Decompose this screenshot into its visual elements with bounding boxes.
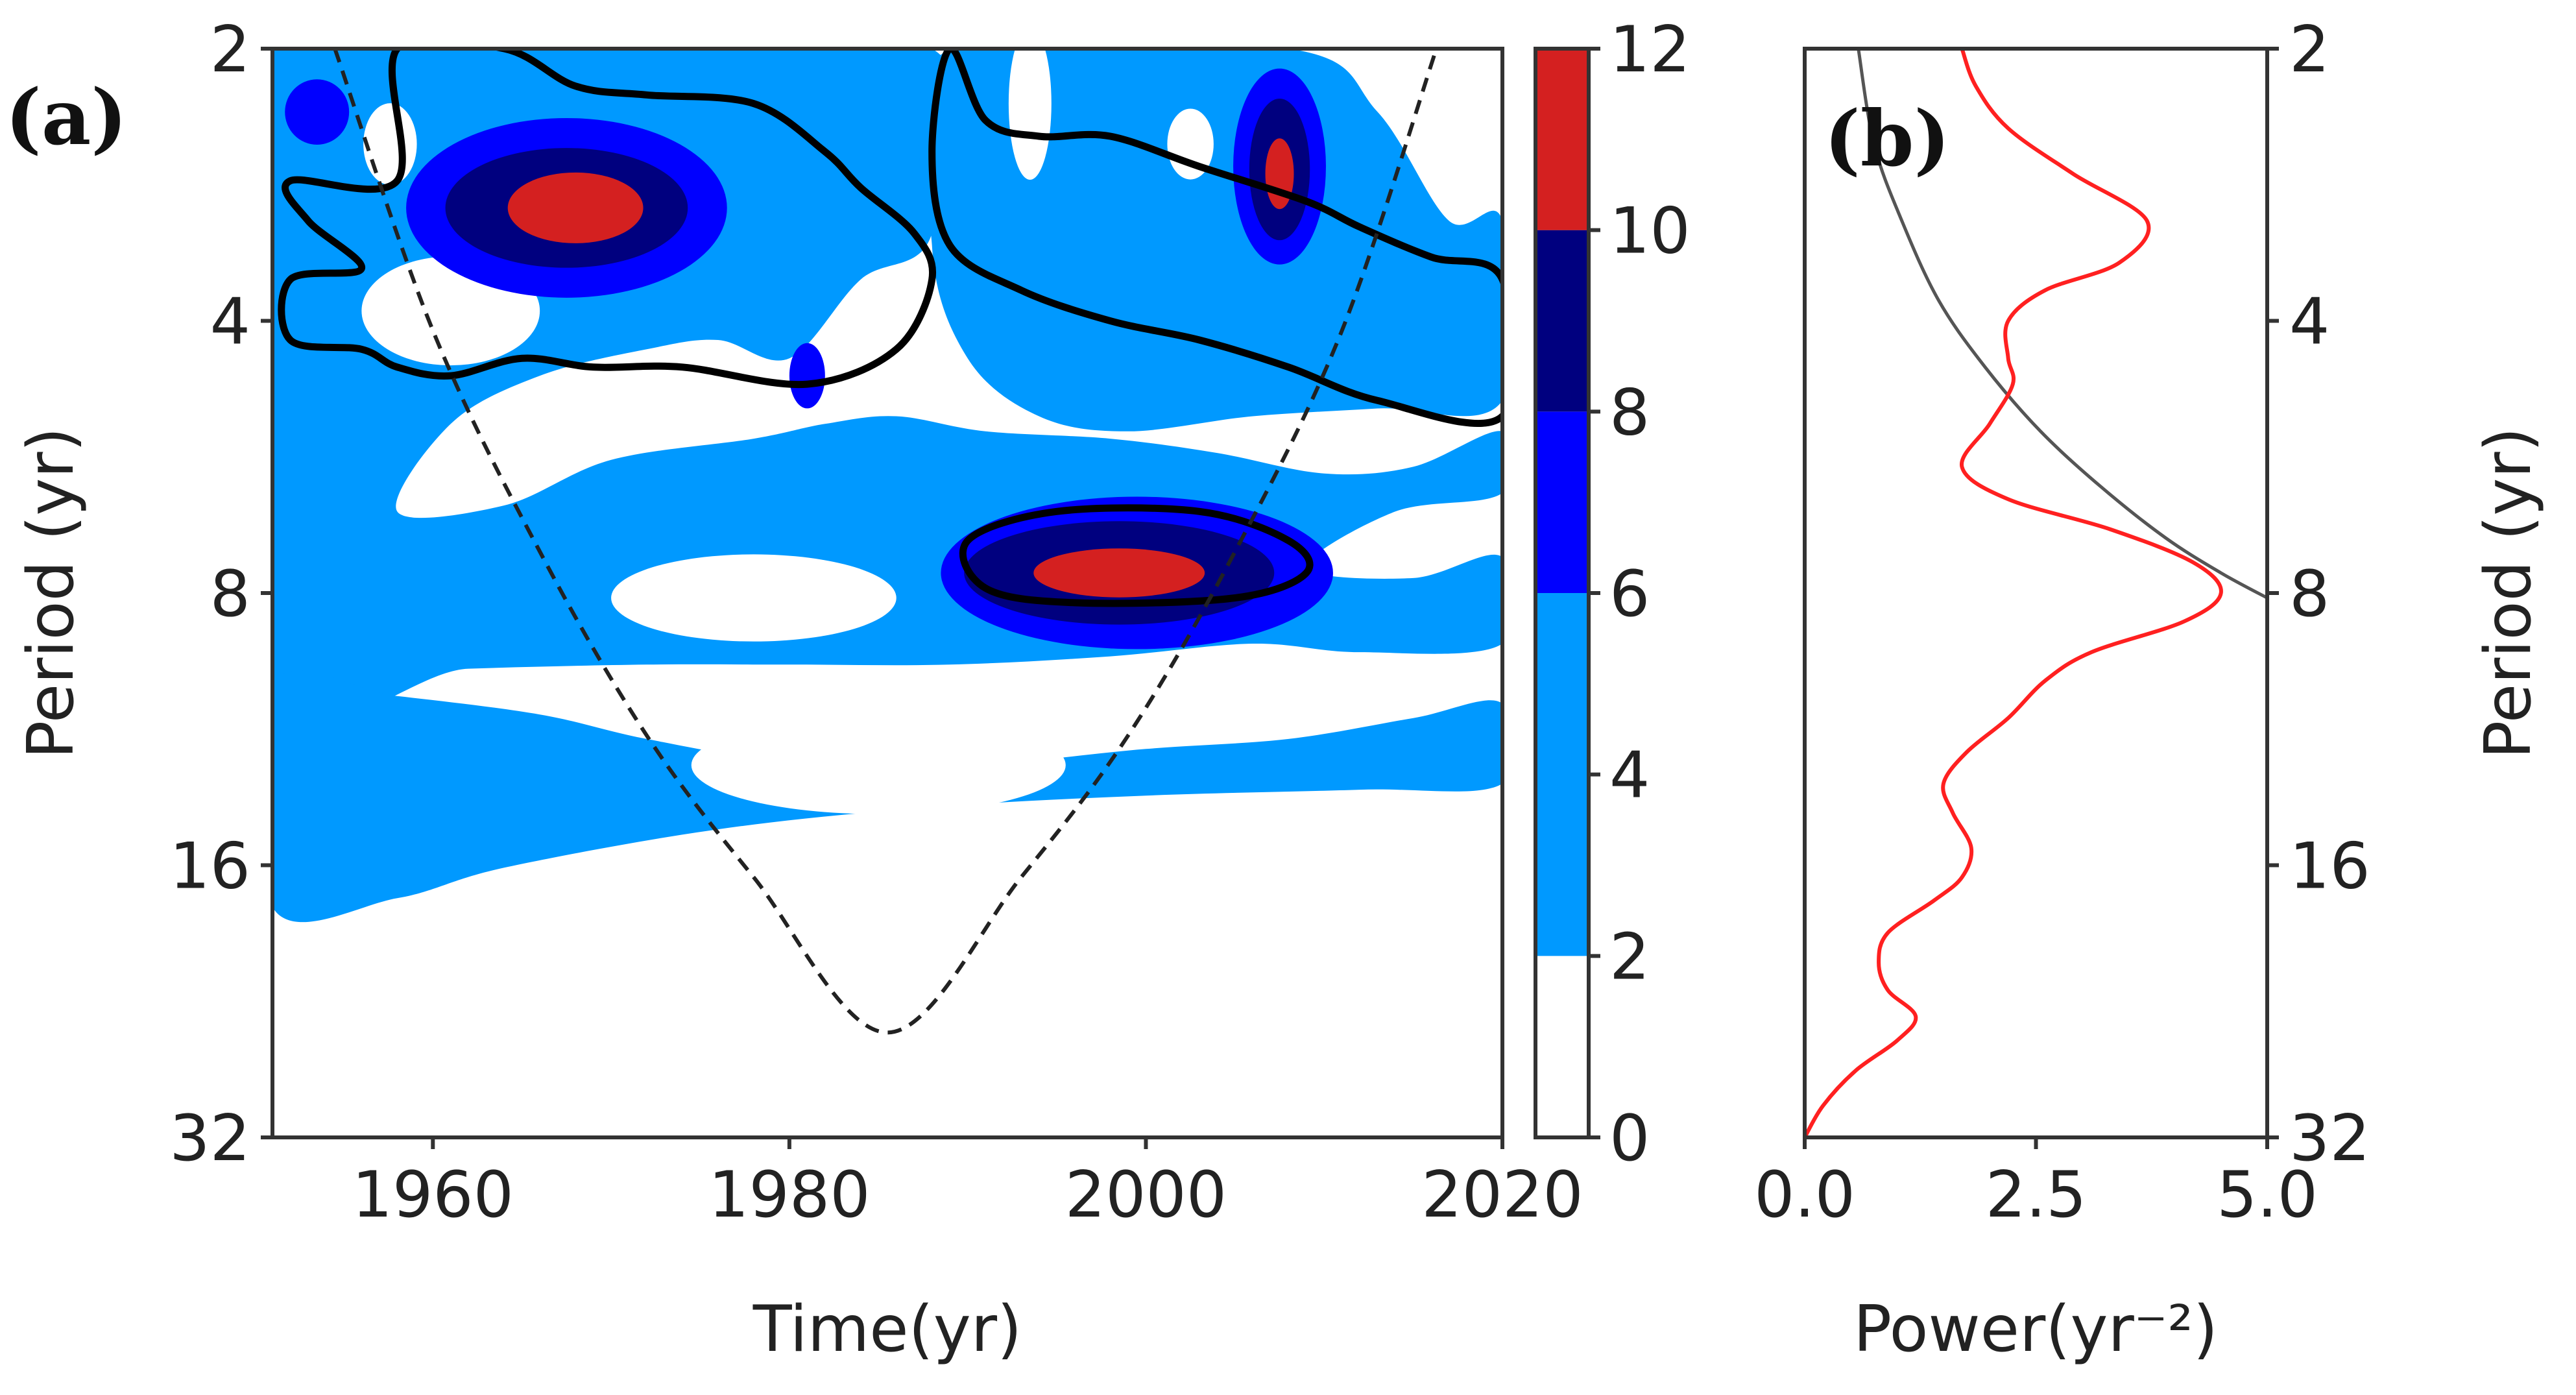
- colorbar-ticks: 0 2 4 6 8 10 12: [1589, 13, 1691, 1176]
- colorbar-cell-0: [1535, 956, 1589, 1137]
- b-ytick-2-label: 8: [2289, 557, 2329, 631]
- panel-a-tag: (a): [5, 72, 127, 162]
- colorbar-tick-2-label: 4: [1609, 739, 1650, 813]
- a-xtick-3-label: 2020: [1421, 1158, 1583, 1232]
- a-ytick-2-label: 8: [210, 557, 250, 631]
- colorbar-tick-5-label: 10: [1609, 195, 1691, 269]
- cone-of-influence: [333, 49, 1439, 1035]
- panel-b-x-ticks: 0.0 2.5 5.0: [1754, 1137, 2318, 1232]
- b-ytick-3-label: 16: [2289, 830, 2370, 904]
- low-power-gap-4: [691, 716, 1066, 814]
- b-ytick-4-label: 32: [2289, 1102, 2370, 1176]
- b-xtick-2-label: 5.0: [2217, 1158, 2318, 1232]
- colorbar-cell-1: [1535, 593, 1589, 956]
- a-xtick-0-label: 1960: [352, 1158, 514, 1232]
- colorbar-cells: [1535, 49, 1589, 1137]
- a-ytick-3-label: 16: [169, 830, 250, 904]
- b-ytick-1-label: 4: [2289, 285, 2329, 359]
- a-xtick-2-label: 2000: [1065, 1158, 1227, 1232]
- low-power-gap-0: [363, 103, 417, 185]
- power-region-level-6-4: [285, 79, 350, 145]
- colorbar-tick-0-label: 0: [1609, 1102, 1650, 1176]
- global-power-curve: [1805, 49, 2223, 1137]
- significance-contours: [278, 49, 1502, 607]
- power-region-level-10-13: [1033, 548, 1205, 598]
- significance-curve: [1857, 49, 2267, 600]
- colorbar: 0 2 4 6 8 10 12: [1534, 13, 1691, 1176]
- b-xtick-1-label: 2.5: [1986, 1158, 2087, 1232]
- low-power-gap-3: [611, 554, 897, 642]
- significance-contour-1: [928, 49, 1502, 428]
- low-power-gap-1: [1008, 49, 1052, 180]
- significance-contour-2: [959, 504, 1314, 607]
- colorbar-tick-6-label: 12: [1609, 13, 1691, 87]
- power-spectrum-regions: [272, 49, 1502, 923]
- power-region-level-2-1: [917, 49, 1502, 431]
- colorbar-cell-4: [1535, 49, 1589, 230]
- panel-a: 1960 1980 2000 2020 2 4 8 16 32 (a) Time(yr) Pe…: [5, 13, 1583, 1366]
- panel-a-x-ticks: 1960 1980 2000 2020: [352, 1137, 1583, 1232]
- colorbar-tick-3-label: 6: [1609, 557, 1650, 631]
- colorbar-tick-1-label: 2: [1609, 920, 1650, 994]
- power-region-level-10-11: [507, 172, 644, 243]
- colorbar-cell-2: [1535, 411, 1589, 593]
- panel-a-y-ticks: 2 4 8 16 32: [169, 13, 272, 1176]
- colorbar-tick-4-label: 8: [1609, 376, 1650, 450]
- panel-b-ylabel: Period (yr): [2472, 427, 2546, 759]
- panel-b-xlabel: Power(yr⁻²): [1853, 1292, 2218, 1366]
- panel-b: 0.0 2.5 5.0 2 4 8 16 32 (b) Power(yr⁻²) Period…: [1754, 13, 2546, 1366]
- a-ytick-4-label: 32: [169, 1102, 250, 1176]
- panel-b-tag: (b): [1824, 93, 1950, 184]
- colorbar-cell-3: [1535, 230, 1589, 412]
- a-ytick-1-label: 4: [210, 285, 250, 359]
- significance-contour-0: [278, 49, 937, 389]
- power-region-level-6-5: [789, 343, 825, 409]
- b-xtick-0-label: 0.0: [1754, 1158, 1855, 1232]
- b-ytick-0-label: 2: [2289, 13, 2329, 87]
- a-xtick-1-label: 1980: [708, 1158, 870, 1232]
- panel-a-ylabel: Period (yr): [14, 427, 88, 759]
- a-ytick-0-label: 2: [210, 13, 250, 87]
- panel-a-xlabel: Time(yr): [752, 1292, 1022, 1366]
- panel-b-y-ticks: 2 4 8 16 32: [2267, 13, 2370, 1176]
